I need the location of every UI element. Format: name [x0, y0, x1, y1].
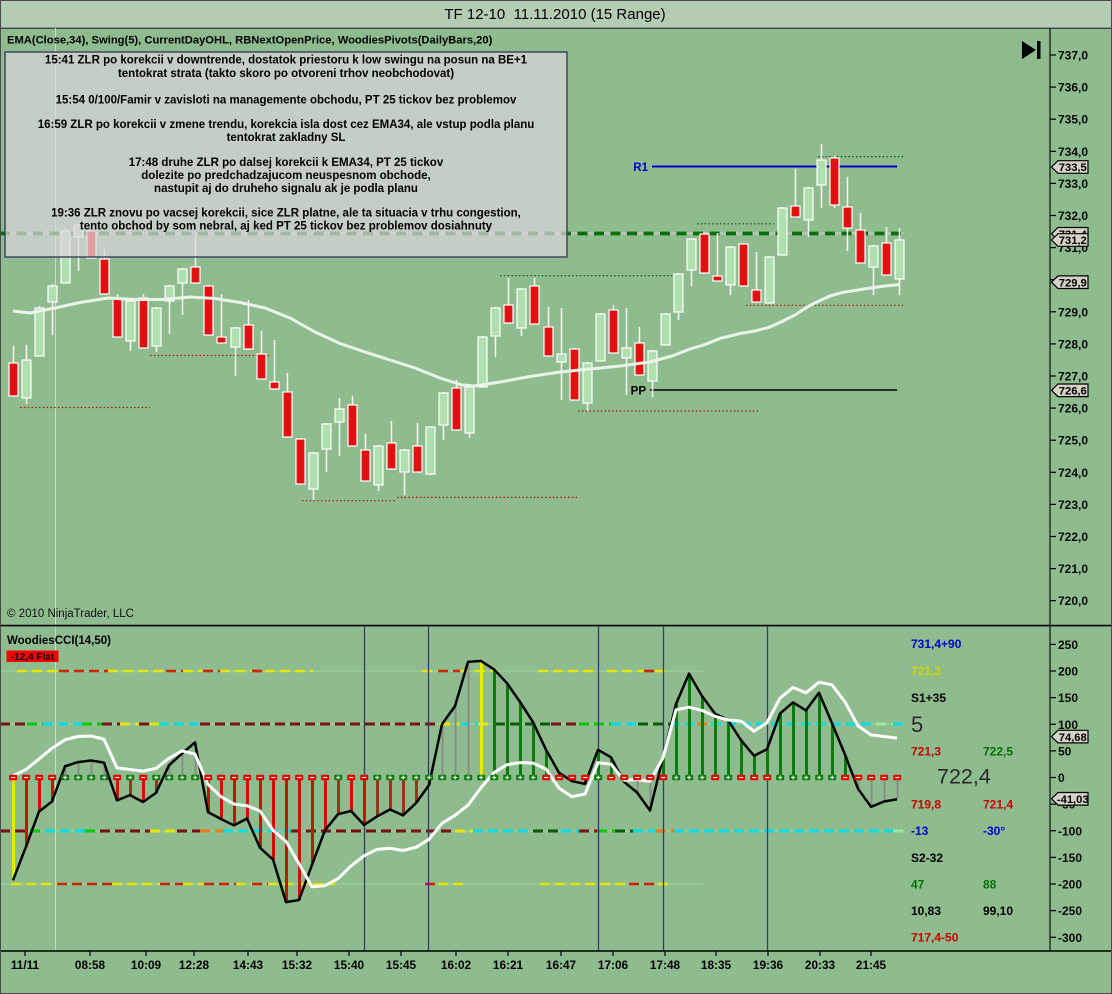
- svg-text:-250: -250: [1058, 904, 1082, 918]
- svg-text:19:36 ZLR znovu po vacsej kore: 19:36 ZLR znovu po vacsej korekcii, sice…: [51, 208, 521, 220]
- svg-text:TF 12-10 11.11.2010 (15 Range: TF 12-10 11.11.2010 (15 Range): [444, 6, 665, 23]
- svg-text:-200: -200: [1058, 878, 1082, 892]
- svg-text:720,0: 720,0: [1058, 594, 1088, 608]
- svg-text:14:43: 14:43: [233, 958, 264, 972]
- svg-text:724,0: 724,0: [1058, 466, 1088, 480]
- svg-text:16:59 ZLR po korekcii v zmene: 16:59 ZLR po korekcii v zmene trendu, ko…: [38, 119, 535, 131]
- svg-text:S1+35: S1+35: [911, 691, 946, 705]
- svg-text:731,4+90: 731,4+90: [911, 637, 962, 651]
- svg-text:100: 100: [1058, 718, 1078, 732]
- svg-text:200: 200: [1058, 665, 1078, 679]
- svg-text:12:28: 12:28: [179, 958, 210, 972]
- svg-text:731,2: 731,2: [1059, 235, 1087, 247]
- svg-text:721,3: 721,3: [911, 664, 941, 678]
- svg-text:R1: R1: [633, 162, 648, 174]
- svg-text:tento obchod by som nebral, aj: tento obchod by som nebral, aj ked PT 25…: [80, 221, 493, 233]
- svg-text:74,68: 74,68: [1059, 732, 1087, 744]
- svg-text:-100: -100: [1058, 824, 1082, 838]
- svg-text:15:40: 15:40: [334, 958, 365, 972]
- svg-text:721,3: 721,3: [911, 745, 941, 759]
- svg-text:99,10: 99,10: [983, 904, 1013, 918]
- svg-text:721,4: 721,4: [983, 798, 1013, 812]
- svg-text:10:09: 10:09: [131, 958, 162, 972]
- svg-text:150: 150: [1058, 691, 1078, 705]
- svg-text:© 2010 NinjaTrader, LLC: © 2010 NinjaTrader, LLC: [7, 608, 134, 620]
- svg-text:726,0: 726,0: [1058, 402, 1088, 416]
- svg-text:47: 47: [911, 878, 925, 892]
- svg-text:717,4-50: 717,4-50: [911, 931, 959, 945]
- svg-text:16:02: 16:02: [441, 958, 472, 972]
- svg-text:-13: -13: [911, 824, 929, 838]
- svg-text:16:21: 16:21: [493, 958, 524, 972]
- svg-text:08:58: 08:58: [75, 958, 106, 972]
- svg-text:11/11: 11/11: [11, 958, 40, 972]
- svg-text:722,0: 722,0: [1058, 530, 1088, 544]
- svg-text:728,0: 728,0: [1058, 337, 1088, 351]
- svg-text:nastupit aj do druheho signalu: nastupit aj do druheho signalu ak je pod…: [154, 183, 418, 195]
- svg-text:5: 5: [911, 712, 923, 737]
- svg-text:88: 88: [983, 878, 997, 892]
- svg-text:732,0: 732,0: [1058, 209, 1088, 223]
- svg-text:729,0: 729,0: [1058, 305, 1088, 319]
- svg-text:15:54 0/100/Famir v zavisloti: 15:54 0/100/Famir v zavisloti na managem…: [56, 95, 517, 107]
- svg-text:726,6: 726,6: [1059, 386, 1087, 398]
- svg-text:50: 50: [1058, 744, 1072, 758]
- svg-text:727,0: 727,0: [1058, 370, 1088, 384]
- svg-text:21:45: 21:45: [856, 958, 887, 972]
- svg-text:17:06: 17:06: [598, 958, 629, 972]
- svg-text:-300: -300: [1058, 931, 1082, 945]
- svg-text:S2-32: S2-32: [911, 851, 943, 865]
- svg-text:736,0: 736,0: [1058, 81, 1088, 95]
- svg-text:EMA(Close,34), Swing(5), Curre: EMA(Close,34), Swing(5), CurrentDayOHL, …: [7, 35, 493, 47]
- svg-text:722,5: 722,5: [983, 745, 1013, 759]
- svg-text:-41,03: -41,03: [1057, 794, 1089, 806]
- svg-text:15:41 ZLR po korekcii v downtr: 15:41 ZLR po korekcii v downtrende, dost…: [45, 55, 528, 67]
- svg-text:tentokrat zakladny SL: tentokrat zakladny SL: [227, 132, 346, 144]
- svg-text:737,0: 737,0: [1058, 49, 1088, 63]
- svg-text:733,5: 733,5: [1059, 162, 1087, 174]
- svg-text:PP: PP: [631, 386, 647, 398]
- svg-text:18:35: 18:35: [701, 958, 732, 972]
- svg-text:19:36: 19:36: [753, 958, 784, 972]
- svg-text:250: 250: [1058, 638, 1078, 652]
- svg-text:15:45: 15:45: [386, 958, 417, 972]
- svg-text:729,9: 729,9: [1059, 277, 1087, 289]
- svg-text:-150: -150: [1058, 851, 1082, 865]
- svg-text:722,4: 722,4: [937, 765, 991, 789]
- svg-text:735,0: 735,0: [1058, 113, 1088, 127]
- svg-text:17:48: 17:48: [650, 958, 681, 972]
- svg-text:733,0: 733,0: [1058, 177, 1088, 191]
- svg-text:dolezite po predchadzajucom ne: dolezite po predchadzajucom neuspesnom o…: [141, 170, 430, 182]
- svg-text:734,0: 734,0: [1058, 145, 1088, 159]
- svg-text:721,0: 721,0: [1058, 562, 1088, 576]
- svg-text:17:48 druhe ZLR po dalsej kore: 17:48 druhe ZLR po dalsej korekcii k EMA…: [129, 157, 444, 169]
- svg-text:-30°: -30°: [983, 824, 1005, 838]
- svg-text:0: 0: [1058, 771, 1065, 785]
- svg-text:725,0: 725,0: [1058, 434, 1088, 448]
- svg-text:WoodiesCCI(14,50): WoodiesCCI(14,50): [7, 635, 111, 647]
- svg-text:10,83: 10,83: [911, 904, 941, 918]
- svg-text:719,8: 719,8: [911, 798, 941, 812]
- svg-text:-12,4 Flat: -12,4 Flat: [11, 652, 55, 663]
- svg-text:723,0: 723,0: [1058, 498, 1088, 512]
- svg-text:tentokrat strata (takto skoro: tentokrat strata (takto skoro po otvoren…: [118, 68, 454, 80]
- svg-text:20:33: 20:33: [805, 958, 836, 972]
- svg-text:15:32: 15:32: [282, 958, 313, 972]
- svg-text:16:47: 16:47: [546, 958, 577, 972]
